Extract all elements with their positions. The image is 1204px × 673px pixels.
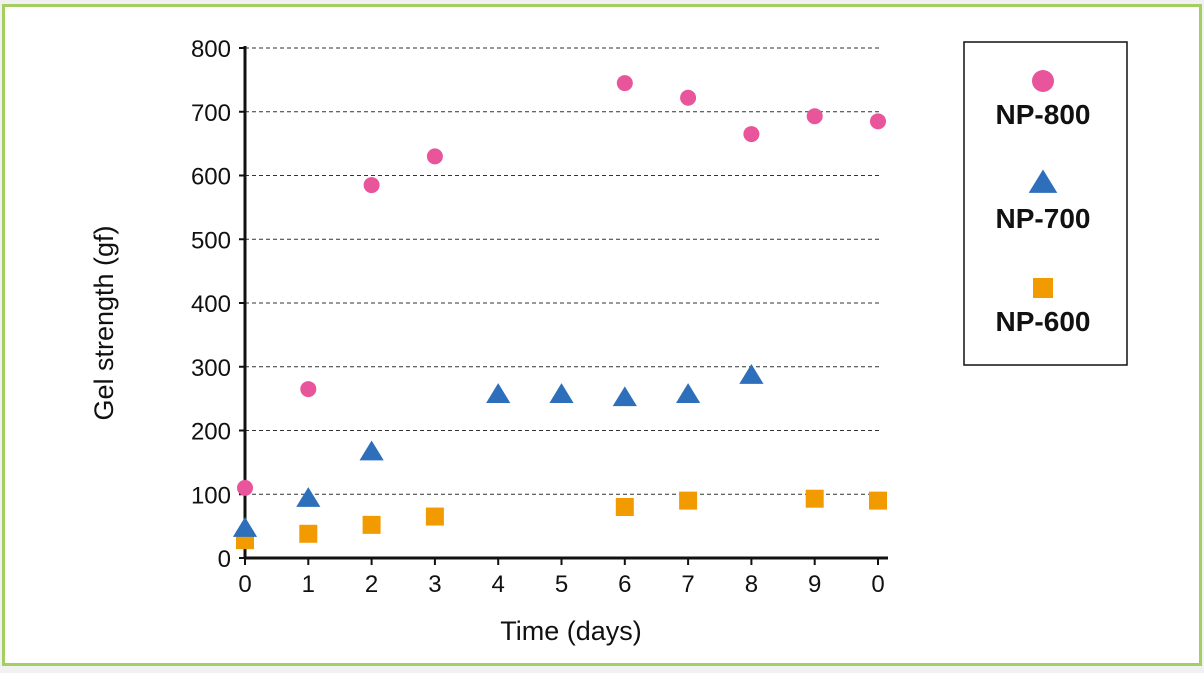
x-tick-label: 0 xyxy=(238,571,251,598)
legend-label-np-700: NP-700 xyxy=(996,203,1091,234)
np-600-point xyxy=(615,498,634,516)
x-tick-label: 0 xyxy=(871,571,884,598)
y-tick-label: 200 xyxy=(191,419,231,446)
series-np-600 xyxy=(236,489,887,550)
y-axis-ticks: 0 100 200 300 400 500 600 700 800 xyxy=(191,36,245,573)
y-tick-label: 800 xyxy=(191,36,231,63)
y-tick-label: 300 xyxy=(191,355,231,382)
np-700-point xyxy=(739,364,764,384)
np-600-point xyxy=(425,507,444,526)
np-700-point xyxy=(549,383,574,403)
x-axis-ticks: 0 1 2 3 4 5 6 7 8 9 0 xyxy=(238,558,885,598)
np-800-point xyxy=(743,126,760,143)
y-tick-label: 400 xyxy=(191,291,231,318)
x-tick-label: 2 xyxy=(365,571,378,598)
legend-box xyxy=(963,41,1128,366)
np-700-point xyxy=(232,517,258,537)
x-tick-label: 8 xyxy=(745,571,758,598)
series-np-800 xyxy=(237,75,886,496)
np-800-point xyxy=(300,381,317,398)
y-tick-label: 0 xyxy=(218,546,231,573)
legend-label-np-600: NP-600 xyxy=(996,306,1091,337)
np-800-point xyxy=(237,479,253,496)
y-tick-label: 100 xyxy=(191,482,231,509)
x-tick-label: 9 xyxy=(808,571,821,598)
np-800-point xyxy=(680,89,697,106)
np-600-point xyxy=(869,491,887,510)
series-np-700 xyxy=(232,364,764,537)
np-600-point xyxy=(299,524,318,543)
legend-marker-np-800 xyxy=(1032,70,1054,92)
data-points xyxy=(232,75,887,550)
np-600-point xyxy=(805,489,824,508)
np-800-point xyxy=(806,108,823,125)
y-tick-label: 500 xyxy=(191,227,231,254)
np-600-point xyxy=(679,491,698,510)
axes xyxy=(243,46,888,560)
x-tick-label: 1 xyxy=(302,571,315,598)
np-800-point xyxy=(616,75,633,92)
np-700-point xyxy=(676,383,701,403)
legend-label-np-800: NP-800 xyxy=(996,99,1091,130)
np-600-point xyxy=(362,515,381,534)
np-700-point xyxy=(296,487,321,507)
y-axis-label: Gel strength (gf) xyxy=(89,225,119,420)
y-tick-label: 600 xyxy=(191,164,231,191)
x-tick-label: 4 xyxy=(492,571,505,598)
np-800-point xyxy=(870,113,886,130)
x-tick-label: 3 xyxy=(428,571,441,598)
np-700-point xyxy=(359,440,384,461)
x-axis-label: Time (days) xyxy=(500,616,642,646)
grid xyxy=(245,47,880,495)
np-800-point xyxy=(363,177,380,194)
np-800-point xyxy=(426,148,443,165)
np-700-point xyxy=(612,386,637,407)
x-tick-label: 5 xyxy=(555,571,568,598)
x-tick-label: 7 xyxy=(681,571,694,598)
legend-marker-np-600 xyxy=(1033,278,1053,298)
x-tick-label: 6 xyxy=(618,571,631,598)
legend-marker-np-700 xyxy=(1028,169,1058,193)
np-700-point xyxy=(486,383,511,403)
y-tick-label: 700 xyxy=(191,100,231,127)
legend: NP-800 NP-700 NP-600 xyxy=(963,41,1128,366)
